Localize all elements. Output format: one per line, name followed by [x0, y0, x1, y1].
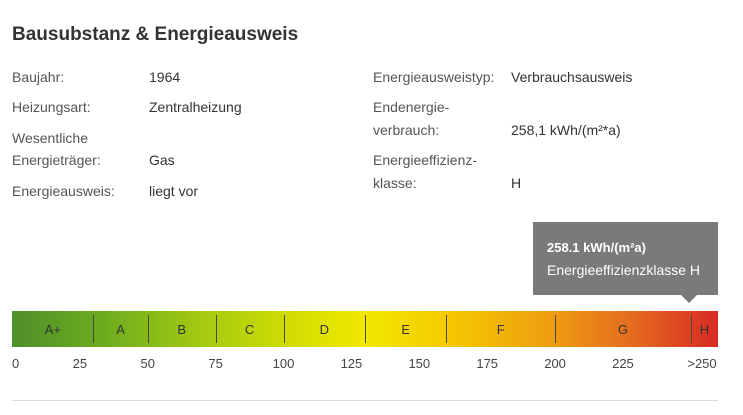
effizienzklasse-label-line1: Energieeffizienz- [373, 152, 478, 168]
scale-tick-label: 150 [408, 356, 431, 371]
scale-tick-label: 50 [140, 356, 155, 371]
scale-tick-label: 225 [612, 356, 634, 371]
scale-separator [215, 315, 217, 343]
scale-tick-label: 200 [544, 356, 566, 371]
energieausweis-value: liegt vor [149, 183, 199, 199]
energietraeger-label-line2: Energieträger: [12, 152, 101, 168]
scale-class-h: H [699, 321, 710, 337]
section-title: Bausubstanz & Energieausweis [12, 24, 299, 45]
scale-tick-label: 175 [476, 356, 499, 371]
baujahr-value: 1964 [149, 69, 181, 85]
scale-class-e: E [401, 321, 411, 337]
scale-tick-label: 100 [272, 356, 295, 371]
energietraeger-value: Gas [149, 152, 175, 168]
scale-tick-label: 125 [340, 356, 363, 371]
energy-scale-bar: A+ A B C D E F G H [12, 311, 718, 347]
scale-class-c: C [244, 321, 255, 337]
heizungsart-value: Zentralheizung [149, 99, 242, 115]
scale-separator [365, 315, 366, 343]
ausweistyp-value: Verbrauchsausweis [511, 69, 633, 85]
energietraeger-label-line1: Wesentliche [12, 130, 89, 146]
tooltip-class: Energieeffizienzklasse H [547, 262, 701, 278]
heizungsart-label: Heizungsart: [12, 99, 91, 115]
scale-class-b: B [177, 321, 187, 337]
ausweistyp-label: Energieausweistyp: [373, 69, 495, 85]
baujahr-label: Baujahr: [12, 69, 65, 85]
scale-class-a-plus: A+ [44, 321, 61, 337]
endenergieverbrauch-label-line1: Endenergie- [373, 99, 450, 115]
scale-tick-label: 0 [12, 356, 20, 371]
scale-separator [93, 315, 95, 343]
scale-separator [555, 315, 557, 343]
scale-separator [690, 315, 692, 343]
scale-tick-label: 75 [208, 356, 223, 371]
scale-class-d: D [319, 321, 329, 337]
effizienzklasse-label-line2: klasse: [373, 175, 417, 191]
scale-class-f: F [496, 321, 505, 337]
tooltip-pointer [681, 295, 697, 303]
divider [12, 400, 718, 401]
scale-separator [147, 315, 149, 343]
tooltip-value: 258.1 kWh/(m²a) [547, 240, 646, 255]
energieausweis-label: Energieausweis: [12, 183, 115, 199]
energy-value-tooltip: 258.1 kWh/(m²a) Energieeffizienzklasse H [533, 222, 718, 295]
scale-tick-label: 25 [72, 356, 88, 371]
scale-tick-label: >250 [687, 356, 717, 371]
scale-class-g: G [617, 321, 628, 337]
endenergieverbrauch-label-line2: verbrauch: [373, 122, 440, 138]
effizienzklasse-value: H [511, 175, 522, 191]
scale-class-a: A [116, 321, 125, 337]
scale-separator [283, 315, 285, 343]
scale-separator [446, 315, 448, 343]
endenergieverbrauch-value: 258,1 kWh/(m²*a) [511, 122, 621, 138]
